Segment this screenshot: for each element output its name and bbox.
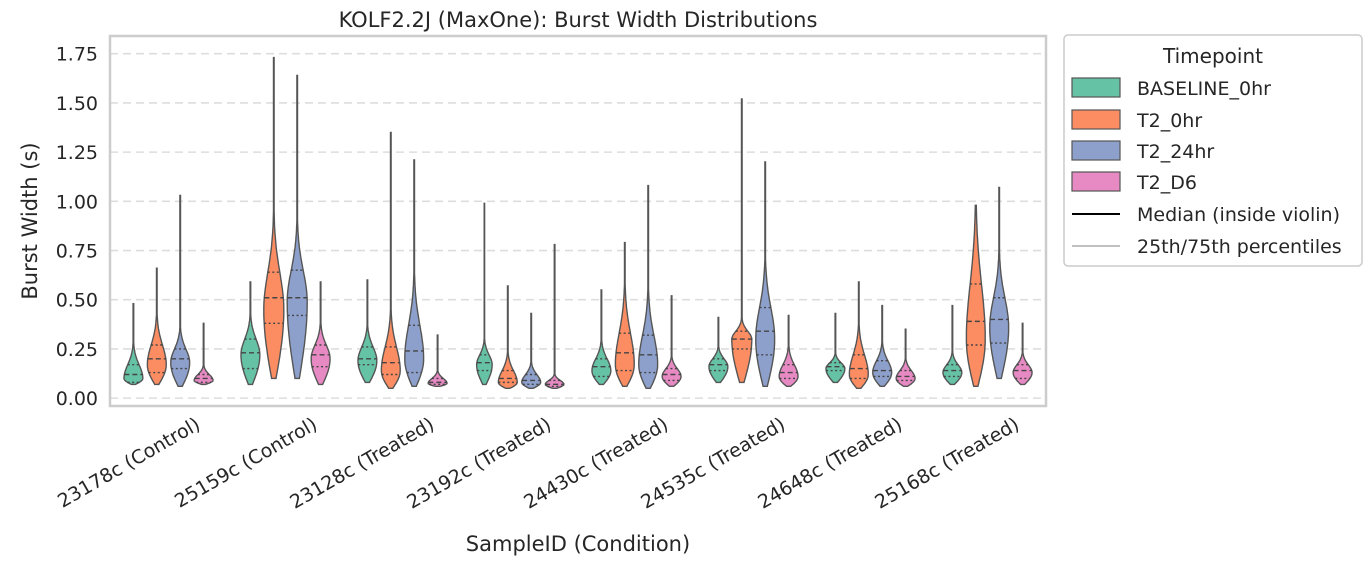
- legend-label: T2_24hr: [1136, 141, 1214, 163]
- violin-body: [778, 314, 799, 387]
- violin-body: [123, 303, 144, 386]
- violin: [146, 267, 167, 386]
- violin-body: [263, 56, 285, 380]
- violin-body: [544, 243, 565, 389]
- y-tick-label: 0.00: [56, 388, 98, 410]
- violin: [263, 56, 285, 380]
- violin-body: [591, 289, 612, 386]
- violin-body: [427, 334, 448, 387]
- legend-swatch: [1071, 171, 1121, 192]
- violin: [872, 304, 893, 387]
- legend-swatch: [1071, 109, 1121, 130]
- violin: [731, 98, 753, 384]
- violin-body: [240, 281, 261, 386]
- violin: [240, 281, 261, 386]
- violin-body: [895, 328, 916, 387]
- legend-label: BASELINE_0hr: [1137, 78, 1271, 100]
- violin: [427, 334, 448, 387]
- violin: [989, 186, 1010, 380]
- legend-label: T2_D6: [1136, 172, 1197, 194]
- violin: [123, 303, 144, 386]
- violin: [942, 304, 963, 386]
- violin-body: [170, 194, 191, 387]
- y-tick-label: 1.75: [56, 44, 98, 66]
- y-tick-label: 0.75: [56, 241, 98, 263]
- legend-title: Timepoint: [1162, 44, 1263, 68]
- violin: [778, 314, 799, 387]
- violin-body: [521, 312, 542, 389]
- violin-body: [638, 184, 659, 389]
- violin-body: [475, 202, 493, 386]
- violin: [544, 243, 565, 389]
- violin: [895, 328, 916, 387]
- violin-body: [731, 98, 753, 384]
- violin: [404, 159, 425, 387]
- legend-label: 25th/75th percentiles: [1137, 236, 1342, 258]
- violin-body: [380, 131, 401, 389]
- y-tick-label: 0.50: [56, 290, 98, 312]
- violin-body: [848, 281, 869, 389]
- violin: [521, 312, 542, 389]
- violin-body: [404, 159, 425, 387]
- violin-body: [357, 279, 378, 384]
- violin-body: [497, 285, 518, 389]
- y-tick-labels: 0.00 0.25 0.50 0.75 1.00 1.25 1.50 1.75: [56, 44, 98, 410]
- violin-body: [310, 281, 331, 386]
- y-tick-label: 1.00: [56, 191, 98, 213]
- y-axis-label: Burst Width (s): [18, 142, 42, 299]
- chart-title: KOLF2.2J (MaxOne): Burst Width Distribut…: [339, 8, 818, 32]
- violin-body: [614, 241, 635, 387]
- plot-frame: [108, 34, 1048, 408]
- x-axis-label: SampleID (Condition): [466, 532, 690, 556]
- violin-body: [286, 74, 308, 380]
- violin-body: [872, 304, 893, 387]
- violin: [965, 204, 986, 387]
- violin-body: [989, 186, 1010, 380]
- violin: [708, 316, 729, 384]
- legend-frame: [1063, 34, 1363, 267]
- violin: [286, 74, 308, 380]
- violin: [380, 131, 401, 389]
- y-tick-label: 1.25: [56, 142, 98, 164]
- legend-swatch: [1071, 77, 1121, 98]
- violin: [638, 184, 659, 389]
- violin: [170, 194, 191, 387]
- legend-label: Median (inside violin): [1137, 204, 1340, 226]
- violin-body: [965, 204, 986, 387]
- violin: [1012, 322, 1033, 386]
- violin-body: [942, 304, 963, 386]
- violin-body: [193, 322, 214, 386]
- violin-body: [755, 161, 776, 387]
- violin: [661, 295, 682, 387]
- violin-body: [708, 316, 729, 384]
- violin: [614, 241, 635, 387]
- violin-body: [825, 312, 846, 384]
- violin-body: [1012, 322, 1033, 386]
- violins: [123, 56, 1033, 389]
- violin: [591, 289, 612, 386]
- violin: [357, 279, 378, 384]
- violin: [475, 202, 493, 386]
- violin: [848, 281, 869, 389]
- violin-body: [146, 267, 167, 386]
- violin: [193, 322, 214, 386]
- violin: [497, 285, 518, 389]
- violin-body: [661, 295, 682, 387]
- violin: [755, 161, 776, 387]
- legend-items: BASELINE_0hr T2_0hr T2_24hr T2_D6 Median (in…: [1071, 77, 1342, 258]
- legend-swatch: [1071, 140, 1121, 161]
- x-tick-labels: 23178c (Control)25159c (Control)23128c (…: [54, 413, 1023, 513]
- y-tick-label: 1.50: [56, 93, 98, 115]
- y-tick-label: 0.25: [56, 339, 98, 361]
- violin: [310, 281, 331, 386]
- legend: Timepoint BASELINE_0hr T2_0hr T2_24hr T2_D6…: [1063, 34, 1363, 267]
- violin: [825, 312, 846, 384]
- legend-label: T2_0hr: [1136, 110, 1202, 132]
